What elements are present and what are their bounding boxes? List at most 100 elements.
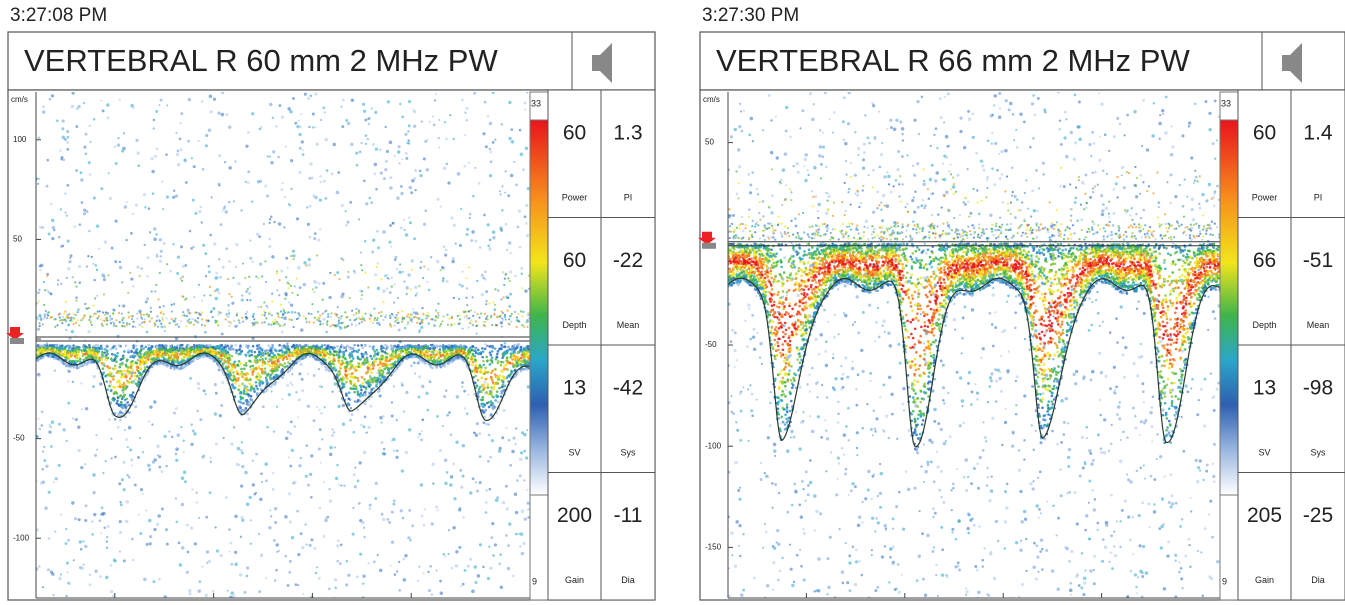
mirror-dot: [210, 310, 212, 312]
noise-dot: [401, 158, 403, 160]
mirror-dot: [39, 325, 41, 327]
mirror-dot: [105, 317, 107, 319]
noise-dot: [428, 589, 431, 592]
noise-dot: [377, 287, 380, 290]
noise-dot: [56, 119, 59, 122]
mirror-dot: [376, 319, 378, 321]
noise-dot: [485, 501, 488, 504]
noise-dot: [55, 477, 58, 480]
noise-dot: [80, 178, 83, 181]
noise-dot: [353, 473, 356, 476]
noise-dot: [342, 404, 345, 407]
signal-dot: [159, 355, 162, 358]
noise-dot: [404, 327, 407, 330]
noise-dot: [424, 508, 426, 510]
noise-dot: [272, 488, 275, 491]
noise-dot: [243, 591, 246, 594]
noise-dot: [490, 160, 493, 163]
noise-dot: [336, 560, 339, 563]
noise-dot: [94, 569, 97, 572]
noise-dot: [436, 260, 440, 264]
noise-dot: [482, 566, 485, 569]
signal-dot: [116, 400, 119, 403]
noise-dot: [359, 519, 362, 522]
noise-dot: [159, 238, 162, 241]
noise-dot: [179, 138, 182, 141]
noise-dot: [255, 453, 258, 456]
noise-dot: [525, 147, 528, 150]
mirror-dot: [377, 317, 379, 319]
noise-dot: [241, 519, 244, 522]
noise-dot: [412, 308, 414, 310]
noise-dot: [408, 142, 410, 144]
noise-dot: [463, 165, 466, 168]
mirror-dot: [77, 311, 79, 313]
signal-dot: [328, 356, 331, 359]
signal-dot: [265, 379, 268, 382]
signal-dot: [488, 406, 491, 409]
noise-dot: [146, 331, 149, 334]
signal-dot: [123, 394, 126, 397]
mirror-dot: [261, 275, 263, 277]
mirror-dot: [216, 322, 218, 324]
noise-dot: [269, 218, 272, 221]
noise-dot: [66, 130, 69, 133]
signal-dot: [282, 354, 285, 357]
noise-dot: [192, 246, 194, 248]
signal-dot: [520, 357, 523, 360]
signal-dot: [59, 359, 62, 362]
noise-dot: [426, 168, 429, 171]
noise-dot: [301, 389, 304, 392]
signal-dot: [490, 354, 493, 357]
noise-dot: [461, 386, 463, 388]
signal-dot: [123, 382, 126, 385]
mirror-dot: [296, 318, 298, 320]
mirror-dot: [71, 320, 73, 322]
noise-dot: [493, 308, 496, 311]
signal-dot: [497, 401, 500, 404]
noise-dot: [203, 389, 206, 392]
noise-dot: [336, 464, 339, 467]
noise-dot: [318, 368, 320, 370]
noise-dot: [491, 439, 494, 442]
noise-dot: [103, 527, 105, 529]
mirror-dot: [219, 276, 221, 278]
signal-dot: [129, 377, 132, 380]
noise-dot: [75, 418, 78, 421]
noise-dot: [58, 236, 60, 238]
signal-dot: [170, 367, 173, 370]
noise-dot: [53, 481, 55, 483]
signal-dot: [385, 356, 388, 359]
signal-dot: [379, 366, 382, 369]
noise-dot: [85, 307, 88, 310]
noise-dot: [194, 542, 197, 545]
noise-dot: [79, 540, 82, 543]
noise-dot: [269, 103, 272, 106]
noise-dot: [425, 392, 428, 395]
noise-dot: [446, 414, 449, 417]
noise-dot: [92, 473, 96, 477]
noise-dot: [392, 222, 394, 224]
noise-dot: [237, 282, 240, 285]
noise-dot: [392, 438, 395, 441]
noise-dot: [183, 158, 186, 161]
noise-dot: [164, 330, 166, 332]
mirror-dot: [73, 313, 75, 315]
noise-dot: [124, 429, 126, 431]
noise-dot: [518, 209, 521, 212]
noise-dot: [307, 223, 310, 226]
signal-dot: [360, 344, 363, 347]
mirror-dot: [466, 318, 468, 320]
mirror-dot: [181, 280, 183, 282]
noise-dot: [371, 107, 373, 109]
mirror-dot: [319, 323, 321, 325]
mirror-dot: [171, 318, 173, 320]
noise-dot: [503, 409, 506, 412]
noise-dot: [404, 133, 407, 136]
noise-dot: [510, 174, 514, 178]
noise-dot: [249, 257, 252, 260]
noise-dot: [137, 456, 140, 459]
noise-dot: [460, 486, 463, 489]
signal-dot: [321, 351, 324, 354]
noise-dot: [508, 101, 511, 104]
